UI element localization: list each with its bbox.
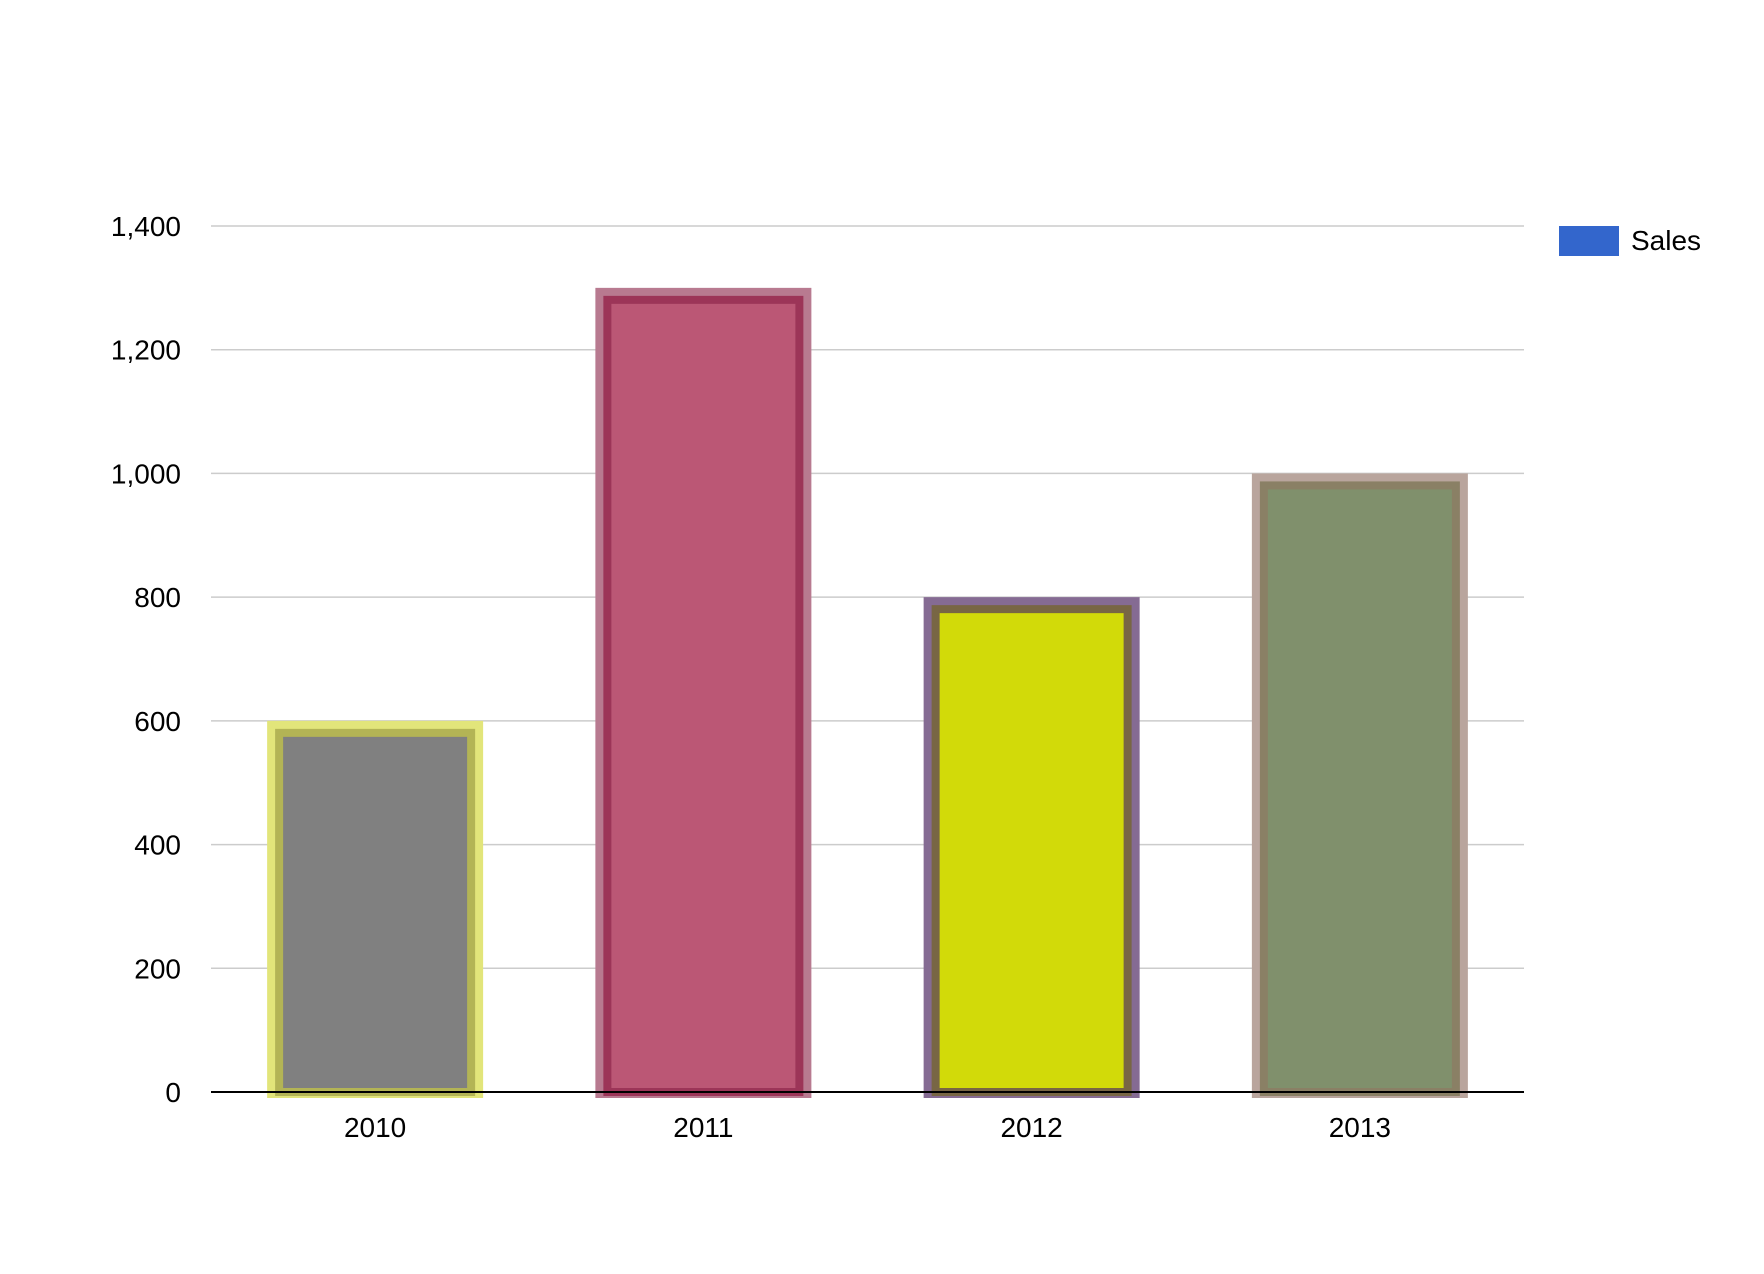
y-tick-label: 400 bbox=[134, 830, 181, 861]
y-tick-label: 1,000 bbox=[111, 458, 181, 489]
bar-fill bbox=[603, 295, 804, 1097]
legend-swatch-sales bbox=[1559, 226, 1619, 256]
bar-2013[interactable] bbox=[1251, 473, 1468, 1098]
x-axis-tick-labels: 2010 2011 2012 2013 bbox=[344, 1112, 1391, 1143]
y-tick-label: 1,200 bbox=[111, 335, 181, 366]
y-tick-label: 600 bbox=[134, 706, 181, 737]
bar-fill bbox=[931, 605, 1132, 1097]
bar-fill bbox=[275, 728, 476, 1096]
y-tick-label: 800 bbox=[134, 582, 181, 613]
x-tick-label: 2010 bbox=[344, 1112, 406, 1143]
bar-2010[interactable] bbox=[267, 720, 484, 1098]
bars bbox=[267, 287, 1468, 1099]
bar-fill bbox=[1259, 481, 1460, 1096]
y-tick-label: 0 bbox=[165, 1077, 181, 1108]
y-tick-label: 200 bbox=[134, 953, 181, 984]
x-tick-label: 2012 bbox=[1000, 1112, 1062, 1143]
legend[interactable]: Sales bbox=[1559, 225, 1701, 256]
x-tick-label: 2013 bbox=[1329, 1112, 1391, 1143]
legend-label-sales: Sales bbox=[1631, 225, 1701, 256]
bar-2011[interactable] bbox=[595, 287, 812, 1099]
y-tick-label: 1,400 bbox=[111, 211, 181, 242]
y-axis-tick-labels: 0 200 400 600 800 1,000 1,200 1,400 bbox=[111, 211, 181, 1108]
x-tick-label: 2011 bbox=[673, 1112, 733, 1143]
bar-2012[interactable] bbox=[923, 597, 1140, 1099]
